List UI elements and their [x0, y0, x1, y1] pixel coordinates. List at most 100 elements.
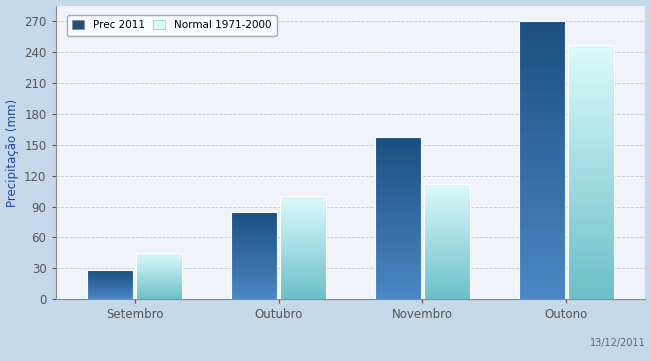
Bar	[424, 254, 470, 256]
Bar	[231, 293, 277, 294]
Bar	[280, 273, 326, 274]
Bar	[280, 206, 326, 208]
Bar	[424, 286, 470, 287]
Bar	[375, 215, 421, 217]
Bar	[519, 244, 565, 247]
Bar	[519, 219, 565, 221]
Bar	[568, 45, 614, 47]
Bar	[424, 242, 470, 243]
Bar	[568, 180, 614, 182]
Bar	[231, 224, 277, 225]
Bar	[231, 243, 277, 244]
Bar	[424, 230, 470, 231]
Bar	[424, 238, 470, 239]
Bar	[231, 297, 277, 299]
Bar	[375, 214, 421, 215]
Bar	[231, 260, 277, 261]
Bar	[424, 228, 470, 229]
Y-axis label: Precipitação (mm): Precipitação (mm)	[6, 99, 19, 206]
Bar	[519, 93, 565, 96]
Bar	[375, 138, 421, 299]
Bar	[375, 201, 421, 202]
Bar	[231, 279, 277, 280]
Bar	[280, 283, 326, 284]
Bar	[375, 241, 421, 243]
Bar	[568, 226, 614, 228]
Bar	[519, 146, 565, 149]
Bar	[375, 275, 421, 277]
Bar	[519, 269, 565, 271]
Bar	[231, 254, 277, 255]
Bar	[231, 283, 277, 284]
Bar	[568, 213, 614, 215]
Bar	[519, 296, 565, 299]
Bar	[280, 297, 326, 298]
Bar	[375, 162, 421, 164]
Bar	[280, 203, 326, 204]
Bar	[375, 197, 421, 199]
Bar	[231, 245, 277, 246]
Bar	[519, 294, 565, 296]
Bar	[568, 70, 614, 73]
Bar	[280, 250, 326, 251]
Bar	[375, 256, 421, 257]
Bar	[519, 210, 565, 213]
Bar	[280, 235, 326, 236]
Bar	[568, 271, 614, 274]
Bar	[424, 192, 470, 193]
Bar	[231, 253, 277, 254]
Bar	[519, 85, 565, 88]
Bar	[568, 144, 614, 147]
Bar	[568, 116, 614, 118]
Bar	[231, 250, 277, 251]
Bar	[519, 224, 565, 227]
Bar	[424, 223, 470, 224]
Bar	[231, 251, 277, 252]
Bar	[568, 113, 614, 116]
Bar	[375, 288, 421, 290]
Bar	[568, 52, 614, 55]
Bar	[375, 252, 421, 254]
Bar	[280, 199, 326, 200]
Bar	[136, 297, 182, 298]
Bar	[568, 269, 614, 271]
Bar	[568, 258, 614, 261]
Bar	[375, 147, 421, 149]
Bar	[280, 296, 326, 297]
Bar	[568, 185, 614, 187]
Bar	[375, 222, 421, 223]
Bar	[136, 289, 182, 290]
Bar	[519, 124, 565, 127]
Bar	[231, 271, 277, 272]
Bar	[424, 271, 470, 273]
Bar	[136, 280, 182, 281]
Bar	[375, 152, 421, 154]
Bar	[375, 189, 421, 191]
Bar	[519, 266, 565, 269]
Bar	[568, 136, 614, 139]
Bar	[519, 57, 565, 60]
Bar	[519, 79, 565, 82]
Bar	[519, 96, 565, 99]
Bar	[136, 257, 182, 258]
Bar	[424, 210, 470, 212]
Bar	[375, 286, 421, 288]
Bar	[375, 184, 421, 186]
Bar	[568, 175, 614, 177]
Bar	[519, 135, 565, 138]
Bar	[519, 280, 565, 283]
Bar	[424, 217, 470, 218]
Bar	[280, 298, 326, 299]
Bar	[375, 181, 421, 183]
Bar	[375, 157, 421, 158]
Bar	[519, 283, 565, 286]
Bar	[568, 243, 614, 246]
Bar	[568, 167, 614, 169]
Bar	[568, 287, 614, 289]
Bar	[568, 108, 614, 111]
Bar	[568, 266, 614, 269]
Bar	[280, 230, 326, 231]
Bar	[375, 261, 421, 262]
Bar	[136, 263, 182, 264]
Bar	[375, 209, 421, 210]
